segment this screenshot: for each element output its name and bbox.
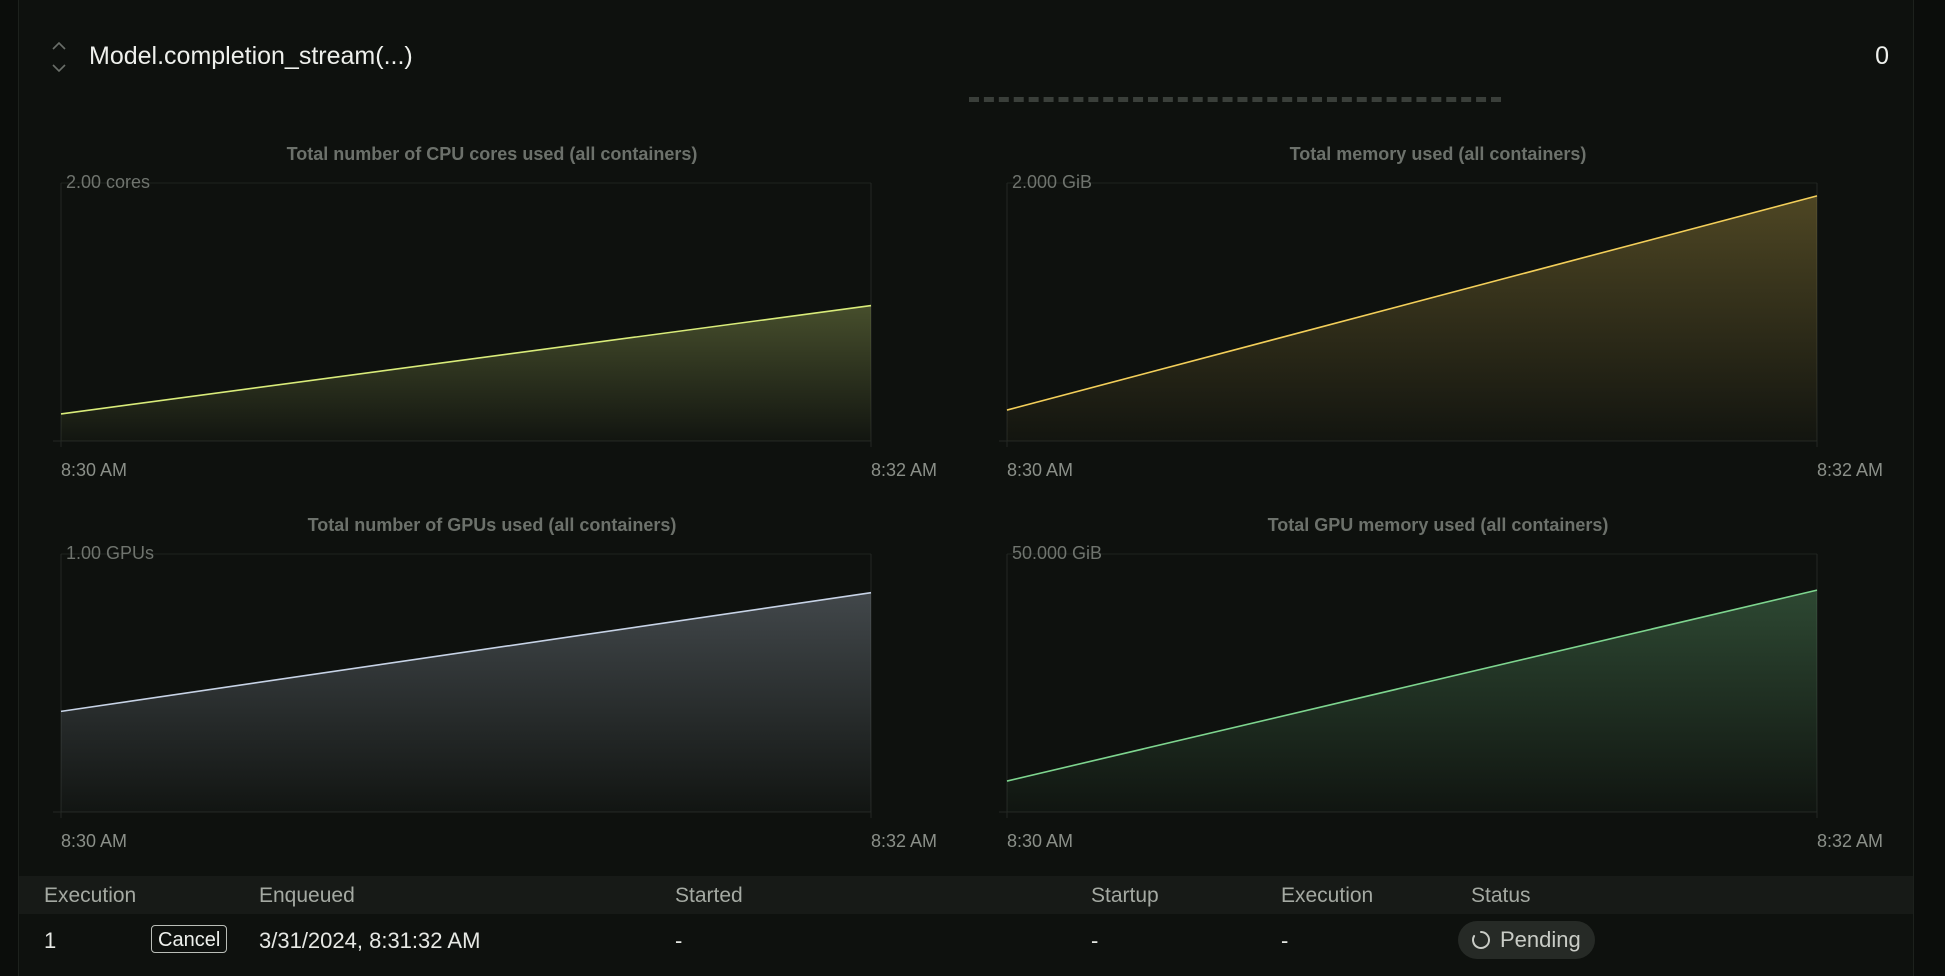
header-execution-time[interactable]: Execution (1281, 884, 1374, 907)
x-start-label: 8:30 AM (1007, 831, 1073, 851)
x-start-label: 8:30 AM (61, 460, 127, 480)
status-label: Pending (1500, 927, 1581, 952)
status-badge: Pending (1458, 921, 1595, 959)
table-row (19, 914, 1913, 976)
cpu-cores-chart: 2.00 cores 8:30 AM 8:32 AM Total number of… (19, 140, 965, 490)
function-panel: Model.completion_stream(...) 0 2.00 core… (18, 0, 1914, 976)
chart-title: Total memory used (all containers) (1289, 144, 1587, 164)
chart-title: Total number of GPUs used (all container… (307, 515, 677, 535)
series-line (60, 304, 872, 415)
header-started[interactable]: Started (675, 884, 743, 907)
cancel-button[interactable]: Cancel (151, 925, 228, 953)
y-max-label: 2.00 cores (66, 172, 150, 192)
chart-plot: 2.000 GiB 8:30 AM 8:32 AM (999, 172, 1883, 480)
row-index: 1 (44, 928, 57, 953)
row-started: - (675, 928, 683, 953)
chart-title: Total number of CPU cores used (all cont… (286, 144, 698, 164)
x-start-label: 8:30 AM (61, 831, 127, 851)
chart-plot: 1.00 GPUs 8:30 AM 8:32 AM (53, 543, 937, 851)
y-max-label: 2.000 GiB (1012, 172, 1092, 192)
x-start-label: 8:30 AM (1007, 460, 1073, 480)
series-area (1007, 590, 1817, 812)
x-end-label: 8:32 AM (871, 831, 937, 851)
execution-table: Execution Enqueued Started Startup Execu… (19, 876, 1913, 976)
x-end-label: 8:32 AM (1817, 460, 1883, 480)
function-name[interactable]: Model.completion_stream(...) (89, 42, 413, 70)
series-line (1006, 195, 1818, 411)
memory-chart: 2.000 GiB 8:30 AM 8:32 AM Total memory use… (965, 140, 1911, 490)
x-end-label: 8:32 AM (871, 460, 937, 480)
call-count: 0 (1875, 42, 1889, 70)
series-line (1006, 589, 1818, 782)
y-max-label: 50.000 GiB (1012, 543, 1102, 563)
row-execution-time: - (1281, 928, 1289, 953)
header-execution[interactable]: Execution (44, 884, 137, 907)
series-area (61, 592, 871, 812)
spinner-icon (1472, 930, 1490, 949)
series-area (61, 305, 871, 441)
header-enqueued[interactable]: Enqueued (259, 884, 355, 907)
header-status[interactable]: Status (1471, 884, 1531, 907)
chart-plot: 50.000 GiB 8:30 AM 8:32 AM (999, 543, 1883, 851)
chart-plot: 2.00 cores 8:30 AM 8:32 AM (53, 172, 937, 480)
x-end-label: 8:32 AM (1817, 831, 1883, 851)
chart-title: Total GPU memory used (all containers) (1267, 515, 1609, 535)
sort-toggle-icon[interactable] (49, 35, 69, 79)
dashed-divider (969, 97, 1501, 102)
y-max-label: 1.00 GPUs (66, 543, 154, 563)
table-header: Execution Enqueued Started Startup Execu… (19, 876, 1913, 914)
row-startup: - (1091, 928, 1099, 953)
series-line (60, 591, 872, 713)
function-header: Model.completion_stream(...) 0 (19, 0, 1913, 112)
gpus-chart: 1.00 GPUs 8:30 AM 8:32 AM Total number of … (19, 511, 965, 861)
series-area (1007, 195, 1817, 441)
row-enqueued: 3/31/2024, 8:31:32 AM (259, 928, 481, 953)
gpu-memory-chart: 50.000 GiB 8:30 AM 8:32 AM Total GPU memor… (965, 511, 1911, 861)
header-startup[interactable]: Startup (1091, 884, 1159, 907)
